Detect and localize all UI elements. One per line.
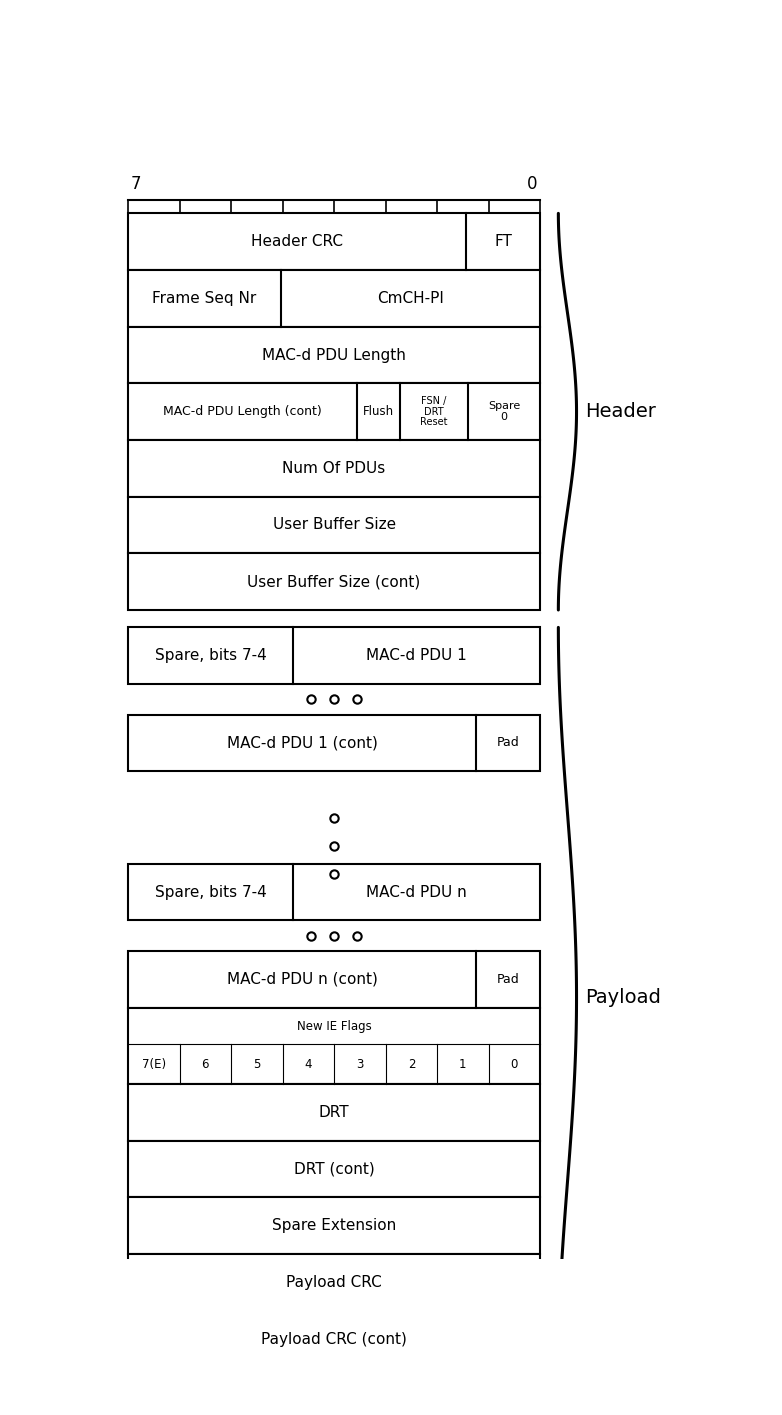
- Text: 4: 4: [305, 1058, 312, 1071]
- Text: User Buffer Size (cont): User Buffer Size (cont): [247, 574, 421, 589]
- Text: Header: Header: [586, 402, 657, 422]
- Text: Pad: Pad: [497, 974, 519, 986]
- Text: Payload CRC: Payload CRC: [286, 1275, 382, 1290]
- Text: MAC-d PDU Length (cont): MAC-d PDU Length (cont): [163, 405, 321, 419]
- Bar: [128, 1197, 540, 1254]
- Text: FT: FT: [494, 235, 512, 249]
- Bar: [128, 863, 540, 921]
- Text: 7(E): 7(E): [142, 1058, 166, 1071]
- Text: Num Of PDUs: Num Of PDUs: [282, 461, 386, 475]
- Text: Flush: Flush: [363, 405, 394, 419]
- Bar: [128, 715, 540, 771]
- Text: Spare
0: Spare 0: [488, 400, 520, 423]
- Text: Payload: Payload: [586, 988, 662, 1007]
- Text: User Buffer Size: User Buffer Size: [273, 518, 396, 532]
- Text: 3: 3: [356, 1058, 364, 1071]
- Text: Payload CRC (cont): Payload CRC (cont): [261, 1332, 407, 1347]
- Text: Spare, bits 7-4: Spare, bits 7-4: [155, 648, 267, 664]
- Text: FSN /
DRT
Reset: FSN / DRT Reset: [420, 396, 448, 427]
- Text: Header CRC: Header CRC: [251, 235, 343, 249]
- Bar: [128, 951, 540, 1007]
- Text: 7: 7: [131, 174, 141, 192]
- Bar: [128, 1007, 540, 1084]
- Bar: [128, 383, 540, 440]
- Text: 1: 1: [459, 1058, 467, 1071]
- Text: MAC-d PDU n (cont): MAC-d PDU n (cont): [227, 972, 378, 986]
- Bar: [128, 497, 540, 553]
- Text: New IE Flags: New IE Flags: [296, 1020, 371, 1033]
- Text: DRT: DRT: [319, 1105, 350, 1121]
- Text: 0: 0: [527, 174, 538, 192]
- Text: MAC-d PDU n: MAC-d PDU n: [366, 884, 467, 900]
- Text: CmCH-PI: CmCH-PI: [377, 291, 444, 306]
- Bar: [128, 327, 540, 383]
- Text: MAC-d PDU 1 (cont): MAC-d PDU 1 (cont): [227, 736, 378, 750]
- Bar: [128, 553, 540, 610]
- Text: DRT (cont): DRT (cont): [294, 1162, 375, 1177]
- Text: 2: 2: [407, 1058, 415, 1071]
- Text: Spare, bits 7-4: Spare, bits 7-4: [155, 884, 267, 900]
- Text: MAC-d PDU 1: MAC-d PDU 1: [366, 648, 467, 664]
- Bar: [128, 270, 540, 327]
- Text: 5: 5: [253, 1058, 260, 1071]
- Bar: [128, 1140, 540, 1197]
- Bar: [128, 440, 540, 497]
- Text: Spare Extension: Spare Extension: [272, 1218, 396, 1234]
- Text: Frame Seq Nr: Frame Seq Nr: [152, 291, 256, 306]
- Text: 0: 0: [511, 1058, 518, 1071]
- Bar: [128, 627, 540, 683]
- Bar: [128, 1310, 540, 1367]
- Text: 6: 6: [202, 1058, 209, 1071]
- Bar: [128, 214, 540, 270]
- Bar: [128, 1254, 540, 1310]
- Text: MAC-d PDU Length: MAC-d PDU Length: [262, 348, 406, 362]
- Bar: [128, 1084, 540, 1140]
- Text: Pad: Pad: [497, 736, 519, 750]
